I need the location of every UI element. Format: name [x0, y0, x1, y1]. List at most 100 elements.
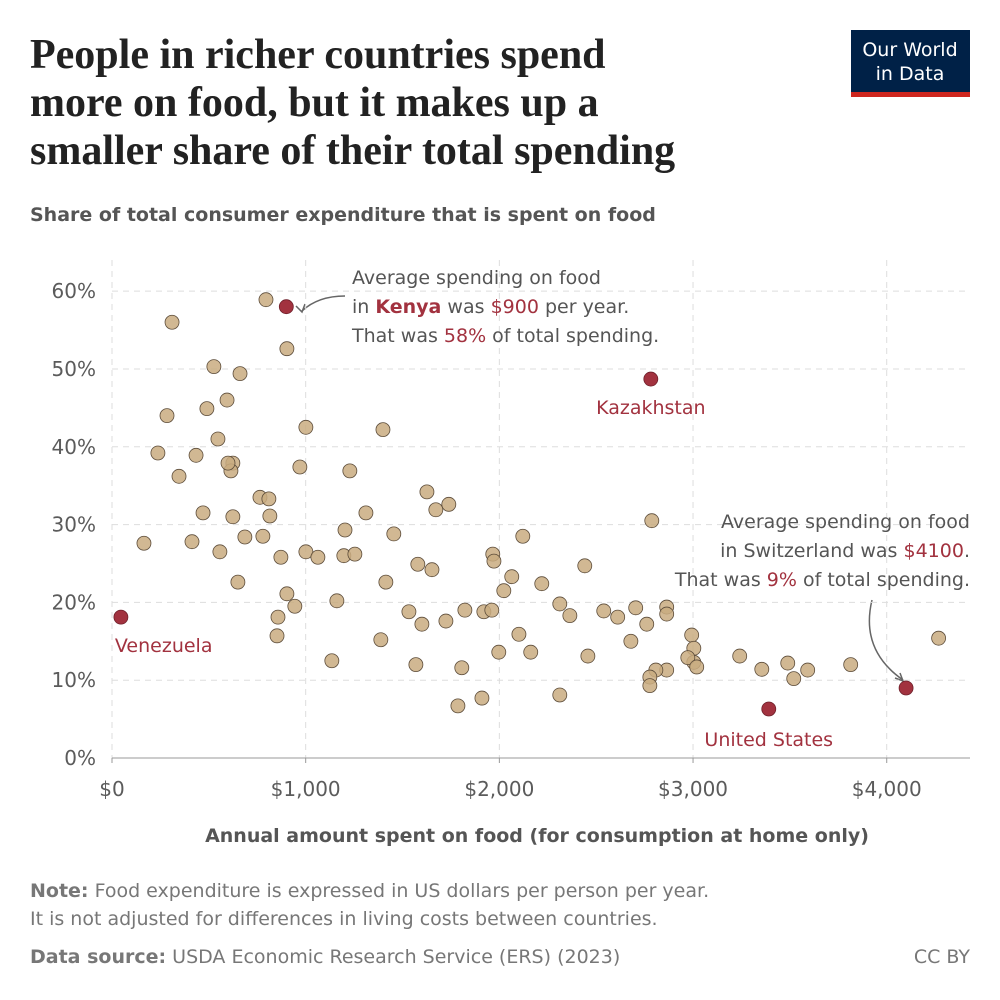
point	[642, 678, 658, 694]
title-line: more on food, but it makes up a	[30, 80, 599, 126]
point	[562, 608, 578, 624]
point	[159, 408, 175, 424]
annotation-text: .	[964, 540, 970, 562]
point	[255, 528, 271, 544]
annotation-arrow	[868, 599, 904, 681]
y-tick-label: 60%	[52, 279, 96, 303]
point	[474, 690, 490, 706]
point	[373, 632, 389, 648]
point	[206, 359, 222, 375]
point	[680, 650, 696, 666]
point	[375, 422, 391, 438]
annotation-text: $4100	[904, 540, 964, 562]
note-text: Food expenditure is expressed in US doll…	[89, 880, 710, 902]
point	[347, 546, 363, 562]
logo-text: in Data	[876, 63, 945, 85]
point	[441, 496, 457, 512]
x-tick-label: $0	[99, 777, 124, 801]
point	[454, 660, 470, 676]
point	[188, 447, 204, 463]
point	[515, 528, 531, 544]
annotation-line: Average spending on food	[352, 267, 601, 289]
logo: Our World in Data	[851, 30, 970, 97]
point	[580, 648, 596, 664]
point	[342, 463, 358, 479]
point	[552, 596, 568, 612]
point	[577, 558, 593, 574]
point	[219, 392, 235, 408]
point	[184, 534, 200, 550]
x-tick-label: $1,000	[271, 777, 341, 801]
point	[639, 616, 655, 632]
point	[270, 609, 286, 625]
annotation-line: in Switzerland was $4100.	[720, 540, 970, 562]
point	[419, 484, 435, 500]
annotation-text: Average spending on food	[721, 511, 970, 533]
point	[136, 535, 152, 551]
point	[408, 657, 424, 673]
point	[287, 598, 303, 614]
annotation-line: That was 58% of total spending.	[351, 325, 659, 347]
point	[232, 366, 248, 382]
y-tick-label: 20%	[52, 590, 96, 614]
point	[786, 671, 802, 687]
annotation-line: That was 9% of total spending.	[674, 569, 970, 591]
point	[262, 508, 278, 524]
point	[552, 687, 568, 703]
point	[486, 553, 502, 569]
annotation-line: Average spending on food	[721, 511, 970, 533]
point	[659, 606, 675, 622]
logo-bar	[851, 92, 970, 97]
point	[754, 661, 770, 677]
point	[279, 586, 295, 602]
license: CC BY	[914, 946, 971, 968]
point	[732, 648, 748, 664]
annotation-line: in Kenya was $900 per year.	[352, 296, 629, 318]
title-line: People in richer countries spend	[30, 32, 606, 78]
highlight-point	[643, 371, 659, 387]
annotation-text: in Switzerland was	[720, 540, 903, 562]
point	[424, 562, 440, 578]
point	[511, 626, 527, 642]
point	[623, 633, 639, 649]
point	[225, 509, 241, 525]
point	[171, 468, 187, 484]
note-label: Note:	[30, 880, 89, 902]
y-tick-label: 50%	[52, 357, 96, 381]
annotation-text: of total spending.	[486, 325, 659, 347]
point	[534, 576, 550, 592]
point	[689, 659, 705, 675]
point	[628, 600, 644, 616]
source-label: Data source:	[30, 946, 166, 968]
point	[237, 529, 253, 545]
point	[410, 556, 426, 572]
point	[269, 628, 285, 644]
x-tick-label: $4,000	[852, 777, 922, 801]
highlight-point	[113, 609, 129, 625]
annotation-text: $900	[491, 296, 539, 318]
point	[386, 526, 402, 542]
x-tick-label: $2,000	[464, 777, 534, 801]
point	[800, 662, 816, 678]
title-line: smaller share of their total spending	[30, 128, 675, 174]
highlight-point	[898, 680, 914, 696]
source-text: USDA Economic Research Service (ERS) (20…	[166, 946, 620, 968]
y-tick-label: 40%	[52, 435, 96, 459]
note-text: It is not adjusted for differences in li…	[30, 908, 658, 930]
point	[450, 698, 466, 714]
point	[150, 445, 166, 461]
point	[496, 583, 512, 599]
annotation-text: 58%	[444, 325, 486, 347]
point-label: Venezuela	[115, 635, 213, 657]
point	[644, 513, 660, 529]
point	[210, 431, 226, 447]
point	[843, 657, 859, 673]
point	[414, 616, 430, 632]
point	[457, 602, 473, 618]
point	[491, 644, 507, 660]
point	[378, 574, 394, 590]
point	[484, 602, 500, 618]
point	[310, 549, 326, 565]
point	[780, 655, 796, 671]
